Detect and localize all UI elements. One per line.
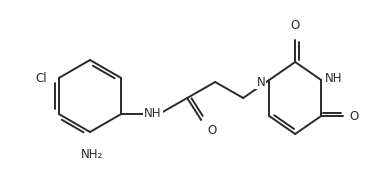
Text: O: O <box>349 110 358 122</box>
Text: O: O <box>207 124 216 137</box>
Text: NH₂: NH₂ <box>81 148 103 161</box>
Text: Cl: Cl <box>35 71 47 84</box>
Text: NH: NH <box>144 107 162 120</box>
Text: N: N <box>256 76 265 88</box>
Text: O: O <box>291 19 300 32</box>
Text: NH: NH <box>325 71 343 84</box>
